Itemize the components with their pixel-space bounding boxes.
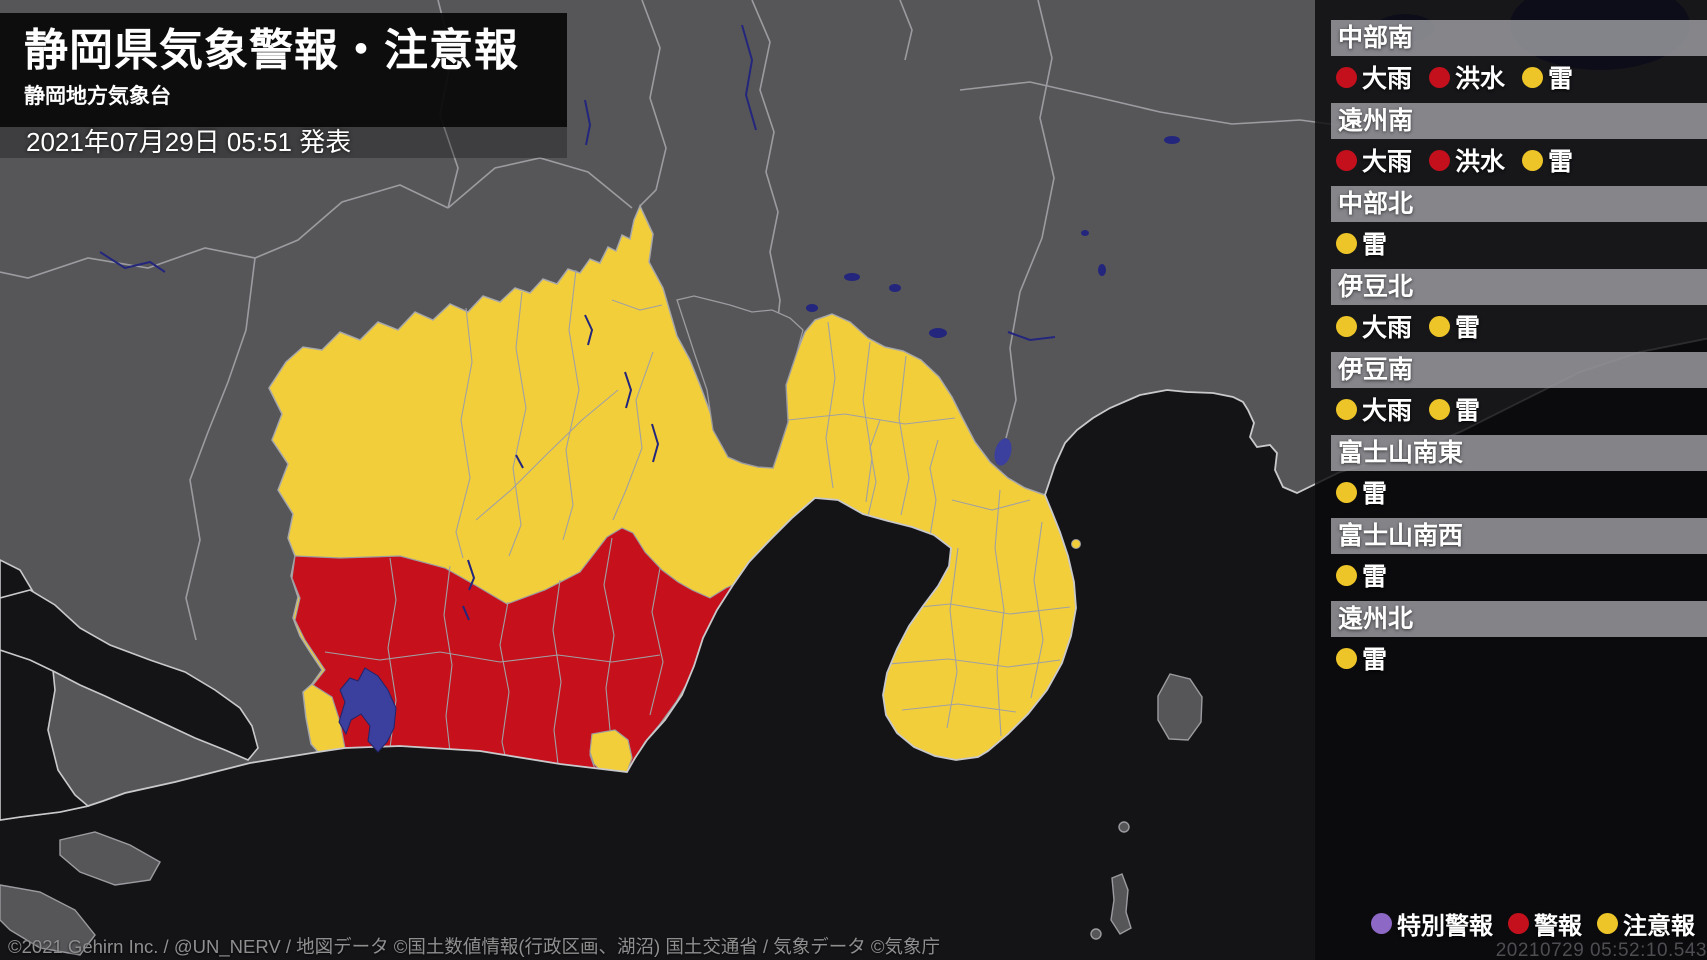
warning-level-icon — [1429, 66, 1451, 88]
page-title: 静岡県気象警報・注意報 — [24, 26, 519, 75]
region-name: 富士山南東 — [1331, 435, 1707, 471]
advisory-level-icon — [1336, 315, 1357, 337]
warning-label: 雷 — [1548, 65, 1574, 93]
legend: 特別警報 警報 注意報 — [1371, 906, 1695, 941]
advisory-level-icon — [1336, 232, 1357, 254]
warning-level-icon — [1508, 913, 1529, 934]
warning-row: 雷 — [1336, 230, 1707, 259]
municipal-borders — [324, 269, 1071, 765]
warning-item: 雷 — [1336, 474, 1387, 510]
warning-level-icon — [1336, 66, 1357, 88]
region-name: 富士山南西 — [1331, 518, 1707, 554]
page-subtitle: 静岡地方気象台 — [24, 85, 171, 108]
warning-label: 雷 — [1362, 646, 1388, 674]
shikinejima-island — [1090, 928, 1102, 940]
warning-row: 大雨 洪水 雷 — [1336, 147, 1707, 176]
warnings-sidebar: 中部南 大雨 洪水雷遠州南 大雨 洪水雷中部北雷伊豆北 大雨雷伊豆南 大雨雷富士山南東雷富士… — [1315, 0, 1707, 960]
warning-label: 雷 — [1362, 231, 1388, 259]
ocean — [0, 337, 1707, 960]
warning-item: 雷 — [1429, 308, 1480, 344]
region-block: 中部南大雨 洪水 雷 — [1315, 0, 1707, 93]
legend-item: 特別警報 — [1371, 906, 1493, 941]
lake-hamana — [338, 667, 397, 753]
warning-item: 雷 — [1429, 391, 1480, 427]
advisory-level-icon — [1597, 913, 1618, 934]
advisory-level-icon — [1336, 398, 1357, 420]
warning-label: 雷 — [1362, 563, 1388, 591]
izu-oshima-island — [1157, 673, 1203, 741]
yamanashi-wedge — [676, 295, 804, 469]
warning-item: 雷 — [1336, 557, 1387, 593]
warning-item: 大雨 — [1336, 308, 1412, 344]
warning-row: 大雨 洪水 雷 — [1336, 64, 1707, 93]
warning-label: 大雨 — [1362, 314, 1413, 342]
warning-item: 大雨 — [1336, 142, 1412, 178]
advisory-level-icon — [1522, 66, 1544, 88]
warning-label: 雷 — [1362, 480, 1388, 508]
legend-label: 特別警報 — [1397, 913, 1493, 940]
mikawa-bay — [0, 589, 259, 761]
region-name: 遠州北 — [1331, 601, 1707, 637]
warning-label: 大雨 — [1362, 148, 1413, 176]
region-name: 中部南 — [1331, 20, 1707, 56]
region-block: 伊豆北大雨 雷 — [1315, 269, 1707, 342]
render-timestamp: 20210729 05:52:10.543 — [1495, 940, 1707, 960]
ise-islets-1 — [59, 831, 161, 886]
warning-row: 雷 — [1336, 645, 1707, 674]
toshima-island — [1118, 821, 1130, 833]
region-block: 中部北雷 — [1315, 186, 1707, 259]
issued-datetime: 2021年07月29日 05:51 発表 — [0, 127, 567, 158]
advisory-level-icon — [1336, 481, 1357, 503]
warning-item: 雷 — [1336, 225, 1387, 261]
advisory-level-icon — [1336, 647, 1357, 669]
region-name: 伊豆南 — [1331, 352, 1707, 388]
region-block: 伊豆南大雨 雷 — [1315, 352, 1707, 425]
legend-item: 警報 — [1508, 906, 1582, 941]
legend-label: 注意報 — [1623, 913, 1695, 940]
warning-item: 雷 — [1522, 142, 1573, 178]
advisory-level-icon — [1429, 315, 1451, 337]
region-block: 遠州北雷 — [1315, 601, 1707, 674]
warning-row: 大雨 雷 — [1336, 396, 1707, 425]
warning-label: 雷 — [1455, 314, 1481, 342]
lake-ashi — [994, 438, 1012, 466]
region-name: 中部北 — [1331, 186, 1707, 222]
region-block: 遠州南大雨 洪水 雷 — [1315, 103, 1707, 176]
warning-row: 雷 — [1336, 562, 1707, 591]
advisory-level-icon — [1522, 149, 1544, 171]
legend-label: 警報 — [1534, 913, 1582, 940]
warning-item: 大雨 — [1336, 391, 1412, 427]
warning-item: 洪水 — [1429, 59, 1505, 95]
warning-label: 大雨 — [1362, 65, 1413, 93]
niijima-island — [1110, 873, 1132, 935]
region-name: 遠州南 — [1331, 103, 1707, 139]
warning-label: 雷 — [1455, 397, 1481, 425]
advisory-level-icon — [1429, 398, 1451, 420]
advisory-level-icon — [1336, 564, 1357, 586]
warning-row: 雷 — [1336, 479, 1707, 508]
special-level-icon — [1371, 913, 1392, 934]
hatsushima-island — [1071, 539, 1081, 549]
warning-row: 大雨 雷 — [1336, 313, 1707, 342]
warning-label: 洪水 — [1455, 148, 1506, 176]
warning-level-icon — [1336, 149, 1357, 171]
warning-label: 大雨 — [1362, 397, 1413, 425]
copyright: ©2021 Gehirn Inc. / @UN_NERV / 地図データ ©国土… — [8, 936, 941, 957]
region-block: 富士山南西雷 — [1315, 518, 1707, 591]
warning-item: 大雨 — [1336, 59, 1412, 95]
warning-item: 雷 — [1336, 640, 1387, 676]
warning-item: 洪水 — [1429, 142, 1505, 178]
islands — [0, 673, 1203, 956]
title-box: 静岡県気象警報・注意報 静岡地方気象台 — [0, 13, 567, 127]
region-block: 富士山南東雷 — [1315, 435, 1707, 508]
rivers — [99, 24, 1056, 621]
ise-islets-2 — [0, 884, 96, 956]
warning-label: 洪水 — [1455, 65, 1506, 93]
legend-item: 注意報 — [1597, 906, 1695, 941]
region-name: 伊豆北 — [1331, 269, 1707, 305]
warning-item: 雷 — [1522, 59, 1573, 95]
warning-level-icon — [1429, 149, 1451, 171]
warning-label: 雷 — [1548, 148, 1574, 176]
